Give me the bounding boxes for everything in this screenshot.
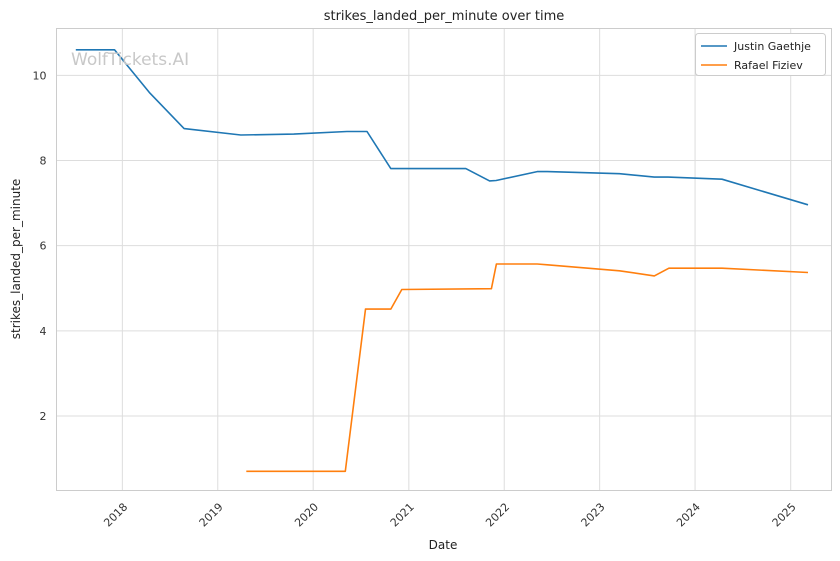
- y-axis-label: strikes_landed_per_minute: [9, 179, 23, 340]
- y-tick-label-2: 2: [40, 410, 47, 423]
- series-layer: [75, 48, 809, 473]
- x-axis-label: Date: [429, 538, 458, 552]
- legend-label-justin-gaethje: Justin Gaethje: [733, 40, 811, 53]
- watermark: WolfTickets.AI: [71, 50, 189, 70]
- y-axis-ticks: 2 4 6 8 10: [33, 69, 47, 423]
- legend: Justin Gaethje Rafael Fiziev: [695, 33, 826, 76]
- series-line-justin-gaethje: [75, 48, 809, 206]
- series-line-rafael-fiziev: [246, 263, 809, 473]
- y-tick-label-6: 6: [40, 240, 47, 253]
- y-tick-label-8: 8: [40, 155, 47, 168]
- plot-area: [56, 28, 832, 491]
- y-tick-label-10: 10: [33, 69, 47, 82]
- chart-title: strikes_landed_per_minute over time: [324, 9, 565, 24]
- y-tick-label-4: 4: [40, 325, 47, 338]
- legend-label-rafael-fiziev: Rafael Fiziev: [734, 59, 803, 72]
- legend-box: [695, 33, 826, 76]
